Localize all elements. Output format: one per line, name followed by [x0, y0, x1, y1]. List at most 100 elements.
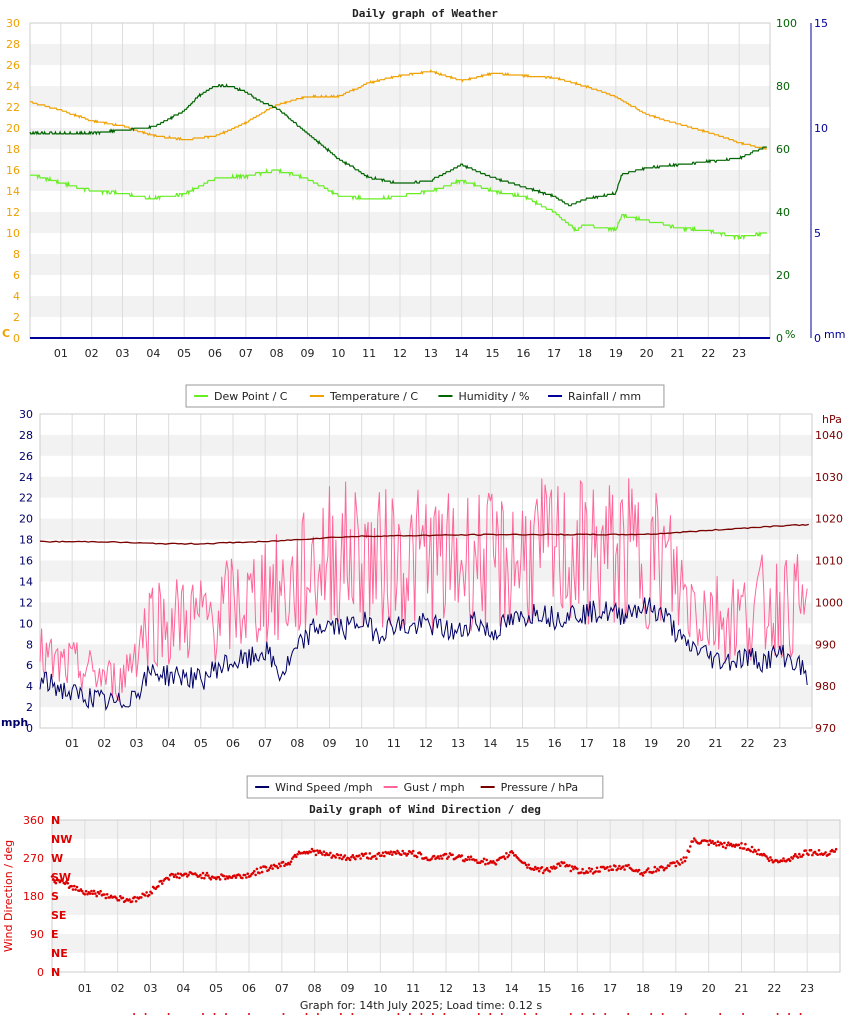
direction-point [411, 849, 415, 853]
weather-y-right1-tick: 100 [776, 17, 797, 30]
direction-point [117, 898, 121, 902]
direction-point [548, 870, 552, 873]
direction-point [523, 861, 527, 865]
direction-calm-point [133, 1013, 136, 1015]
direction-point [551, 867, 554, 870]
direction-point [207, 874, 210, 877]
direction-point [724, 846, 727, 850]
weather-y-left-tick: 22 [6, 101, 20, 114]
direction-x-tick: 15 [538, 982, 552, 995]
weather-y-left-unit: C [2, 327, 10, 340]
direction-point [689, 845, 692, 848]
direction-calm-point [305, 1013, 308, 1015]
direction-point [147, 893, 151, 897]
direction-point [360, 852, 364, 856]
wind-legend-item: Gust / mph [404, 781, 465, 794]
weather-x-tick: 23 [732, 347, 746, 360]
direction-point [555, 866, 558, 869]
direction-point [400, 853, 403, 856]
wind-y-left-tick: 22 [19, 492, 33, 505]
wind-x-tick: 12 [419, 737, 433, 750]
direction-point [618, 864, 621, 868]
direction-point [203, 876, 206, 880]
weather-y-left-tick: 10 [6, 227, 20, 240]
direction-calm-point [569, 1013, 572, 1015]
direction-point [715, 844, 718, 847]
direction-point [354, 857, 357, 861]
direction-point [291, 857, 294, 860]
direction-point [484, 862, 487, 866]
direction-point [92, 889, 96, 893]
direction-point [84, 889, 88, 893]
direction-calm-point [225, 1013, 227, 1015]
direction-point [50, 875, 54, 878]
direction-point [804, 849, 808, 852]
direction-point [99, 889, 102, 893]
direction-point [199, 873, 202, 877]
direction-point [217, 875, 221, 879]
wind-y-left-tick: 14 [19, 575, 33, 588]
direction-point [271, 867, 274, 870]
direction-point [178, 876, 181, 880]
direction-x-tick: 01 [78, 982, 92, 995]
direction-point [143, 894, 147, 897]
direction-point [314, 853, 318, 857]
direction-point [130, 900, 134, 903]
wind-y-right-tick: 1040 [815, 429, 843, 442]
direction-point [277, 862, 281, 866]
weather-x-tick: 03 [116, 347, 130, 360]
direction-point [524, 863, 528, 867]
direction-x-tick: 19 [669, 982, 683, 995]
direction-point [668, 864, 671, 868]
direction-point [572, 867, 575, 871]
direction-compass-label: E [51, 928, 59, 941]
direction-point [514, 854, 517, 857]
direction-x-tick: 14 [505, 982, 519, 995]
weather-legend-item: Humidity / % [458, 390, 529, 403]
direction-point [723, 841, 726, 845]
weather-y-left-tick: 12 [6, 206, 20, 219]
wind-y-left-tick: 24 [19, 471, 33, 484]
direction-x-tick: 13 [472, 982, 486, 995]
direction-calm-point [592, 1013, 595, 1015]
weather-x-tick: 05 [177, 347, 191, 360]
direction-point [653, 865, 657, 869]
direction-point [288, 862, 292, 866]
direction-point [586, 871, 590, 874]
direction-point [598, 870, 601, 873]
direction-point [587, 867, 591, 870]
direction-calm-point [431, 1013, 434, 1015]
direction-y-tick: 90 [30, 928, 44, 941]
wind-y-left-unit: mph [1, 716, 28, 729]
direction-point [607, 869, 611, 872]
weather-x-tick: 11 [362, 347, 376, 360]
direction-point [474, 858, 478, 862]
wind-legend-item: Wind Speed /mph [275, 781, 373, 794]
direction-calm-point [523, 1013, 526, 1015]
direction-point [678, 863, 682, 866]
weather-x-tick: 09 [301, 347, 315, 360]
direction-point [359, 857, 362, 860]
direction-point [90, 889, 93, 893]
direction-point [436, 855, 440, 858]
direction-point [675, 860, 679, 863]
direction-point [813, 850, 817, 854]
wind-x-tick: 15 [516, 737, 530, 750]
direction-point [383, 854, 386, 858]
direction-point [121, 896, 125, 900]
direction-point [679, 858, 683, 861]
direction-point [348, 858, 352, 862]
direction-calm-point [788, 1013, 791, 1015]
direction-point [738, 846, 742, 850]
direction-point [71, 888, 75, 891]
direction-point [86, 892, 89, 896]
weather-y-left-tick: 28 [6, 38, 20, 51]
direction-point [337, 853, 340, 857]
direction-point [224, 877, 227, 881]
direction-point [318, 849, 322, 853]
direction-point [687, 850, 691, 853]
wind-y-left-tick: 16 [19, 555, 33, 568]
direction-calm-point [604, 1013, 607, 1015]
direction-point [602, 865, 605, 869]
